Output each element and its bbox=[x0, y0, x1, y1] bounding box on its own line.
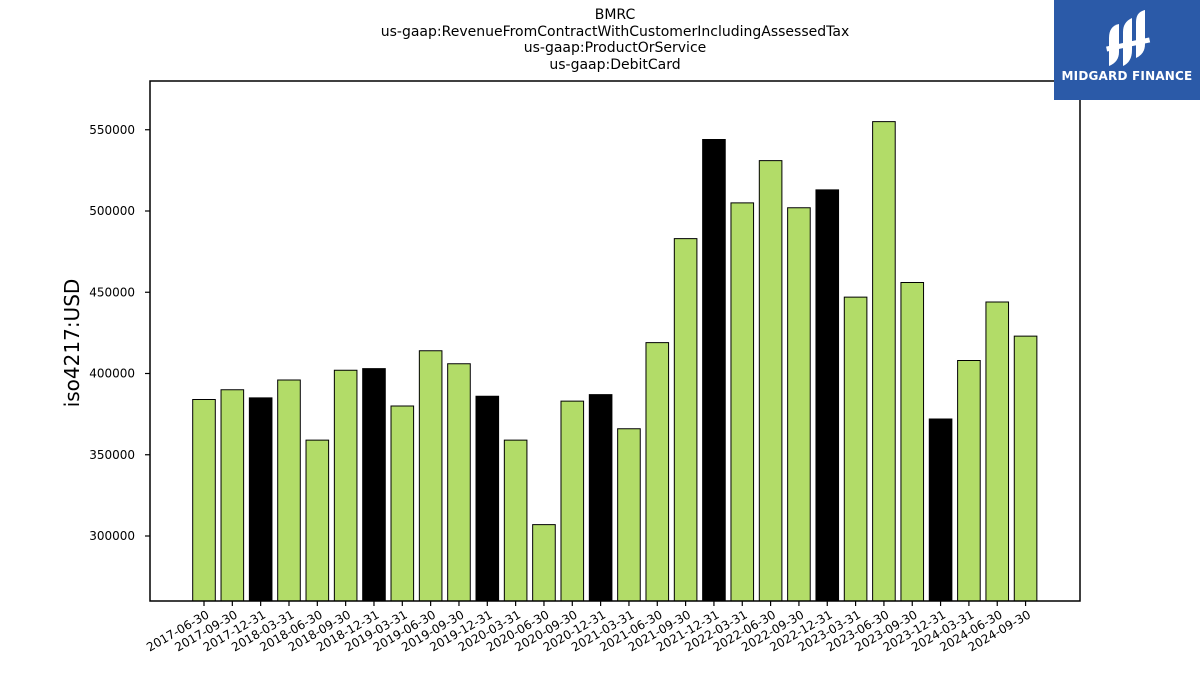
bar-2018-09-30 bbox=[333, 369, 358, 602]
bar-2021-03-31 bbox=[617, 428, 641, 602]
bar-2020-09-30 bbox=[560, 400, 585, 602]
title-line-3: us-gaap:ProductOrService bbox=[523, 40, 707, 56]
bar-2021-12-31 bbox=[702, 139, 726, 602]
bar-2024-06-30 bbox=[985, 301, 1010, 602]
bar-2017-06-30 bbox=[192, 399, 216, 602]
x-axis: 2017-06-302017-09-302017-12-312018-03-31… bbox=[144, 601, 1033, 654]
brand-logo-text: MIDGARD FINANCE bbox=[1061, 69, 1193, 83]
y-tick-label: 450000 bbox=[89, 285, 135, 299]
bars-group bbox=[192, 121, 1038, 602]
title-line-4: us-gaap:DebitCard bbox=[549, 56, 681, 73]
bar-2021-09-30 bbox=[673, 238, 698, 602]
bar-2019-09-30 bbox=[447, 363, 471, 602]
bar-2019-03-31 bbox=[390, 405, 415, 602]
bar-2022-12-31 bbox=[815, 189, 840, 602]
bar-2017-12-31 bbox=[248, 397, 273, 602]
bar-2019-06-30 bbox=[418, 350, 443, 602]
bar-2024-09-30 bbox=[1013, 335, 1038, 602]
plot-frame bbox=[149, 80, 1081, 602]
bar-2023-06-30 bbox=[872, 121, 896, 602]
midgard-logo-mark-icon bbox=[1106, 10, 1151, 66]
bar-2024-03-31 bbox=[957, 360, 981, 602]
bar-2023-03-31 bbox=[843, 296, 868, 602]
bar-2018-06-30 bbox=[305, 439, 330, 602]
y-tick-label: 350000 bbox=[89, 448, 135, 462]
y-tick-label: 550000 bbox=[89, 123, 135, 137]
bar-2023-09-30 bbox=[900, 282, 925, 602]
bar-2020-06-30 bbox=[532, 524, 556, 602]
y-axis-label: iso4217:USD bbox=[60, 279, 84, 408]
bar-2020-03-31 bbox=[503, 439, 528, 602]
bar-2018-03-31 bbox=[277, 379, 301, 602]
bar-2023-12-31 bbox=[928, 418, 953, 602]
bar-2022-09-30 bbox=[787, 207, 811, 602]
brand-logo: MIDGARD FINANCE bbox=[1054, 0, 1200, 100]
bar-2019-12-31 bbox=[475, 395, 500, 602]
y-axis: 300000 350000 400000 450000 500000 550000 bbox=[89, 123, 150, 543]
y-tick-label: 400000 bbox=[89, 367, 135, 381]
y-tick-label: 500000 bbox=[89, 204, 135, 218]
y-tick-label: 300000 bbox=[89, 529, 135, 543]
bar-2022-06-30 bbox=[758, 160, 783, 602]
title-line-1: BMRC bbox=[594, 7, 636, 23]
bar-2022-03-31 bbox=[730, 202, 755, 602]
title-line-2: us-gaap:RevenueFromContractWithCustomerI… bbox=[380, 23, 850, 40]
bar-2020-12-31 bbox=[588, 394, 613, 602]
bar-2017-09-30 bbox=[220, 389, 245, 602]
bar-2021-06-30 bbox=[645, 342, 670, 602]
bar-2018-12-31 bbox=[362, 368, 386, 602]
